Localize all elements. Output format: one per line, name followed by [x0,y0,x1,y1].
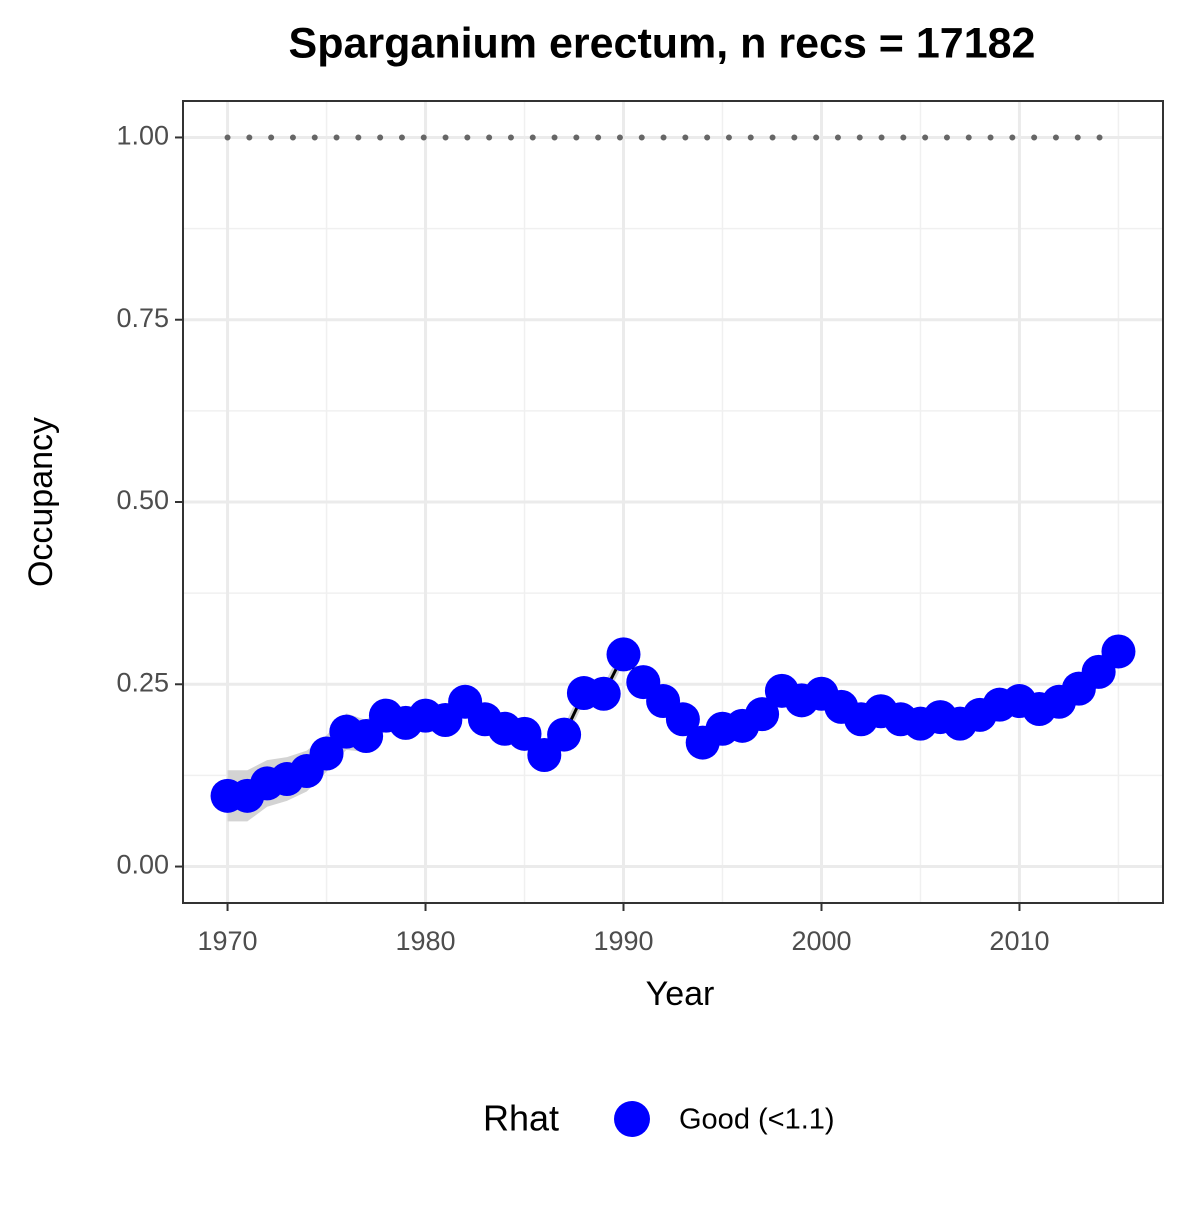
data-point [586,676,621,711]
data-point [745,697,780,732]
x-tick-label: 2000 [791,926,851,956]
data-point [606,637,641,672]
legend-label: Good (<1.1) [679,1104,835,1136]
data-point [309,736,344,771]
y-tick-label: 0.50 [116,485,169,515]
x-tick-label: 1970 [198,926,258,956]
y-axis-label: Occupancy [22,417,60,587]
x-tick-label: 1980 [395,926,455,956]
data-point [547,717,582,752]
y-tick-label: 0.25 [116,667,169,697]
plot-border [182,100,1164,904]
y-tick-label: 0.00 [116,850,169,880]
chart-title: Sparganium erectum, n recs = 17182 [289,19,1036,67]
y-tick-label: 0.75 [116,303,169,333]
x-tick-label: 2010 [989,926,1049,956]
x-axis-label: Year [646,975,715,1013]
x-tick-label: 1990 [593,926,653,956]
data-point [665,702,700,737]
legend-title: Rhat [483,1098,559,1139]
data-point [1101,634,1136,669]
y-tick-label: 1.00 [116,121,169,151]
legend-swatch [614,1101,650,1137]
